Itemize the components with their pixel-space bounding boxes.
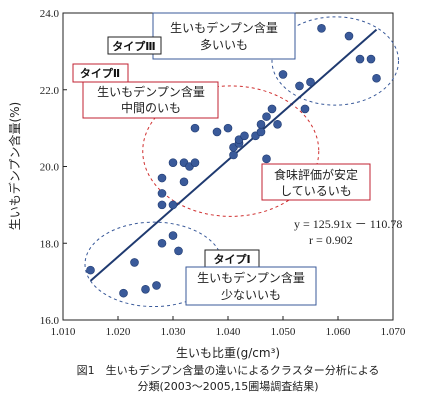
data-point [157,238,167,248]
figure-caption-line2: 分類(2003～2005,15圃場調査結果) [137,379,318,393]
y-tick-label: 24.0 [40,8,60,20]
data-point [306,77,315,87]
type1-description-box [185,266,317,306]
data-point [262,112,271,121]
data-point [168,231,178,240]
stable-taste-line1: 食味評価が安定 [274,167,358,182]
figure-caption-line1: 図1 生いもデンプン含量の違いによるクラスター分析による [77,363,380,377]
data-point [256,119,266,129]
data-point [179,177,189,187]
data-point [168,200,178,210]
type2-tag: タイプⅡ [80,66,120,80]
data-point [372,73,381,83]
y-tick-label: 22.0 [40,85,60,97]
x-tick-label: 1.040 [216,326,241,338]
data-point [256,127,266,137]
x-axis-label: 生いも比重(g/cm³) [176,346,280,360]
data-point [223,123,233,133]
stable-taste-box [261,163,371,201]
data-point [212,127,222,137]
type3-description-box [152,12,296,60]
regression-equation: y = 125.91x － 110.78 [294,217,402,231]
cluster-ellipses [84,16,399,308]
data-point [355,54,365,64]
data-point [240,131,249,141]
data-point [190,158,200,167]
data-point [262,154,271,164]
data-point [119,288,128,298]
data-point [157,189,167,198]
data-points [86,24,381,298]
x-axis-ticks: 1.010 1.020 1.030 1.040 1.050 1.060 1.070 [51,316,406,338]
data-point [157,200,167,210]
cluster-ellipse-3 [271,16,399,106]
data-point [86,265,95,275]
x-tick-label: 1.030 [161,326,186,338]
data-point [152,281,161,290]
data-point [130,258,139,267]
data-point [267,104,277,114]
y-axis-ticks: 16.0 18.0 20.0 22.0 24.0 [40,8,67,327]
x-tick-label: 1.060 [326,326,351,338]
data-point [317,24,326,33]
data-point [157,173,167,183]
stable-taste-line2: しているいも [280,184,352,198]
y-tick-label: 20.0 [40,162,60,174]
y-axis-label: 生いもデンプン含量(%) [7,102,22,230]
x-tick-label: 1.070 [381,326,406,338]
type1-tag: タイプⅠ [213,252,250,266]
data-point [273,119,282,129]
type3-description-line1: 生いもデンプン含量 [170,20,278,35]
type3-tag-box [107,36,162,55]
data-point [344,31,354,41]
data-point [174,246,183,256]
data-point [190,123,200,133]
data-point [366,54,376,64]
type1-description-line2: 少ないいも [221,288,281,302]
data-point [229,150,238,160]
type2-description-line2: 中間のいも [121,100,181,115]
data-point [295,81,304,91]
type1-description-line1: 生いもデンプン含量 [197,270,305,285]
type3-description-line2: 多いいも [200,38,248,52]
cluster-ellipse-2 [142,85,320,217]
type2-description-line1: 生いもデンプン含量 [97,84,205,99]
type2-description-box [82,81,219,119]
x-tick-label: 1.020 [106,326,131,338]
y-tick-label: 16.0 [40,315,60,327]
x-tick-label: 1.010 [51,326,76,338]
x-tick-label: 1.050 [271,326,296,338]
data-point [141,284,150,294]
data-point [168,158,178,167]
type3-tag: タイプⅢ [112,39,155,53]
data-point [300,104,310,114]
correlation-coefficient: r = 0.902 [309,233,353,247]
y-tick-label: 18.0 [40,238,60,250]
data-point [278,70,288,79]
